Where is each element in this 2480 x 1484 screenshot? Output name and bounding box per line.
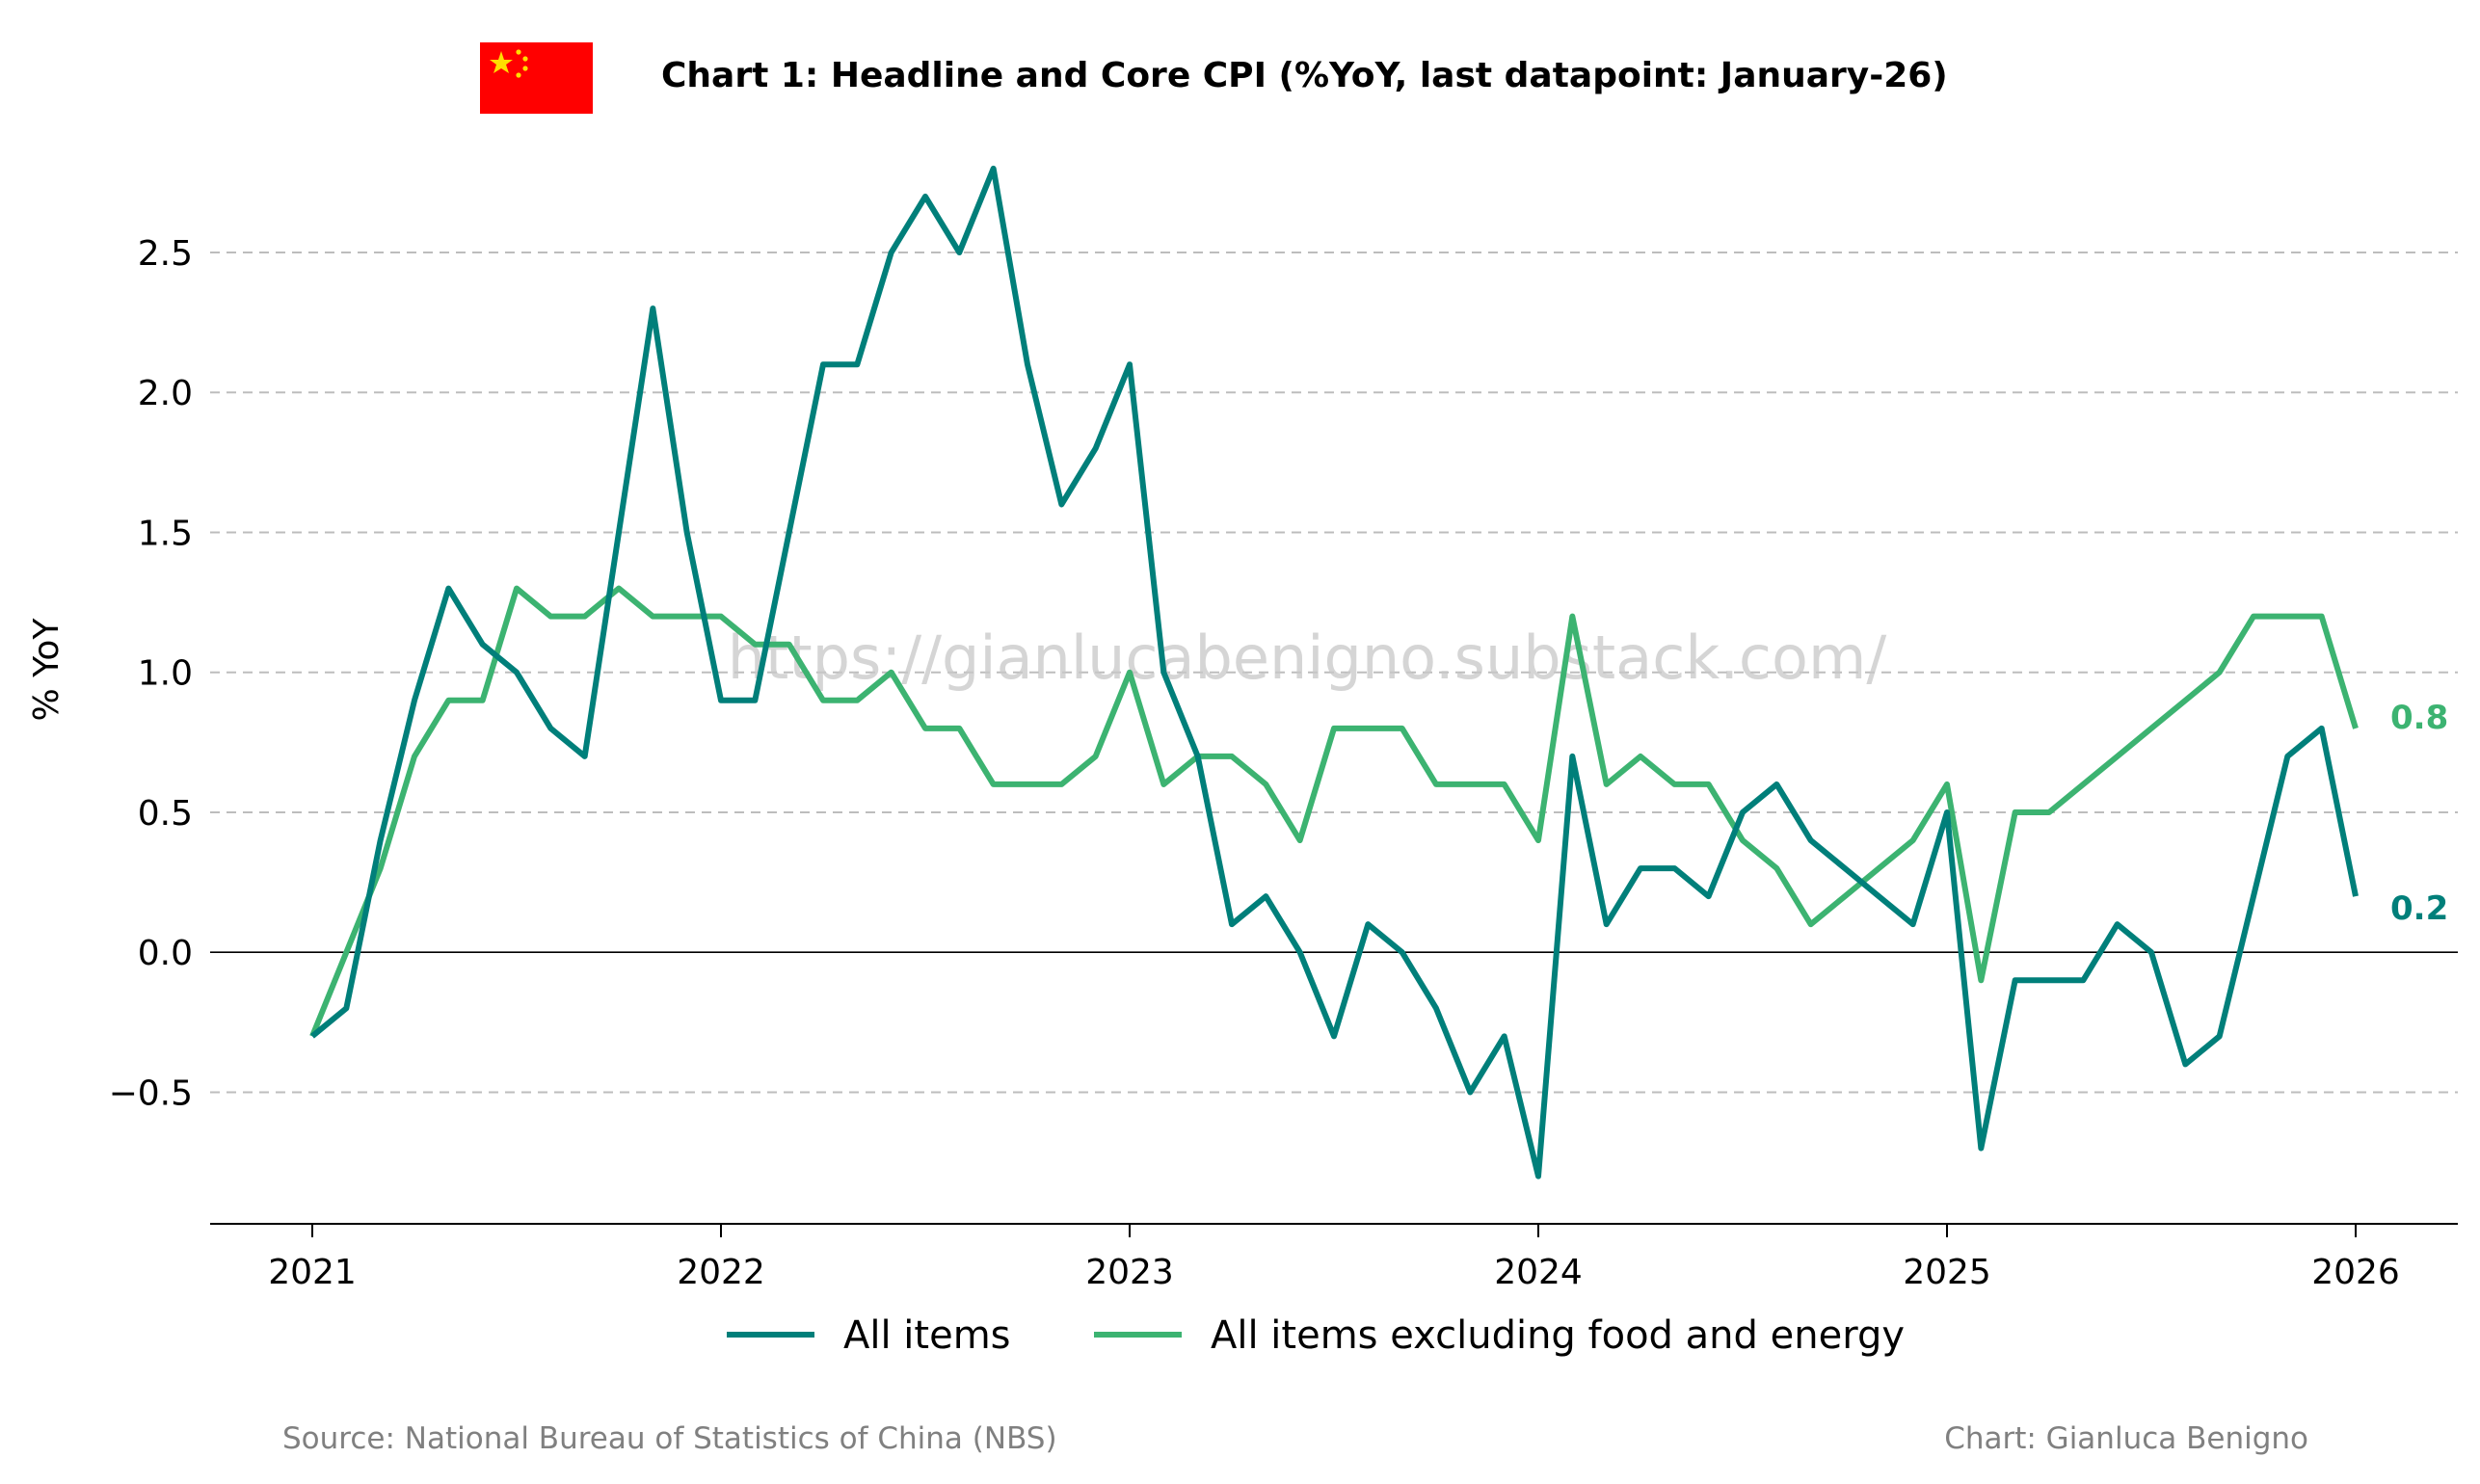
y-tick-label: 0.0 [138, 934, 193, 973]
series-lines [309, 165, 2359, 1179]
x-tick-label: 2023 [1085, 1253, 1174, 1292]
china-flag-icon [480, 42, 593, 114]
source-note: Source: National Bureau of Statistics of… [282, 1421, 1057, 1456]
x-axis-ticks: 2021 2022 2023 2024 2025 2026 [268, 1224, 2400, 1292]
x-tick-label: 2022 [677, 1253, 765, 1292]
y-tick-label: 0.5 [138, 794, 193, 834]
legend-label-all-items: All items [843, 1313, 1011, 1358]
x-tick-label: 2021 [268, 1253, 357, 1292]
y-tick-label: 1.5 [138, 514, 193, 553]
x-tick-label: 2026 [2311, 1253, 2400, 1292]
y-axis-label: % YoY [27, 618, 67, 722]
y-tick-label: 2.5 [138, 234, 193, 274]
end-label-core: 0.8 [2390, 699, 2448, 737]
y-tick-label: 2.0 [138, 374, 193, 413]
watermark: https://gianlucabenigno.substack.com/ [728, 623, 1887, 693]
series-line-core [309, 585, 2359, 1038]
gridlines [210, 252, 2458, 1094]
series-line-all-items [310, 165, 2359, 1179]
x-tick-label: 2024 [1494, 1253, 1583, 1292]
y-tick-label: 1.0 [138, 654, 193, 694]
end-labels: 0.8 0.2 [2390, 699, 2448, 928]
x-tick-label: 2025 [1903, 1253, 1991, 1292]
legend-item-core: All items excluding food and energy [1094, 1313, 1905, 1358]
chart-credit: Chart: Gianluca Benigno [1944, 1421, 2308, 1456]
legend-label-core: All items excluding food and energy [1211, 1313, 1905, 1358]
y-axis-ticks: −0.5 0.0 0.5 1.0 1.5 2.0 2.5 [109, 234, 193, 1113]
end-label-all-items: 0.2 [2390, 889, 2448, 928]
legend: All items All items excluding food and e… [727, 1313, 1905, 1358]
y-tick-label: −0.5 [109, 1073, 193, 1113]
legend-item-all-items: All items [727, 1313, 1011, 1358]
chart-title: Chart 1: Headline and Core CPI (%YoY, la… [661, 56, 1948, 95]
